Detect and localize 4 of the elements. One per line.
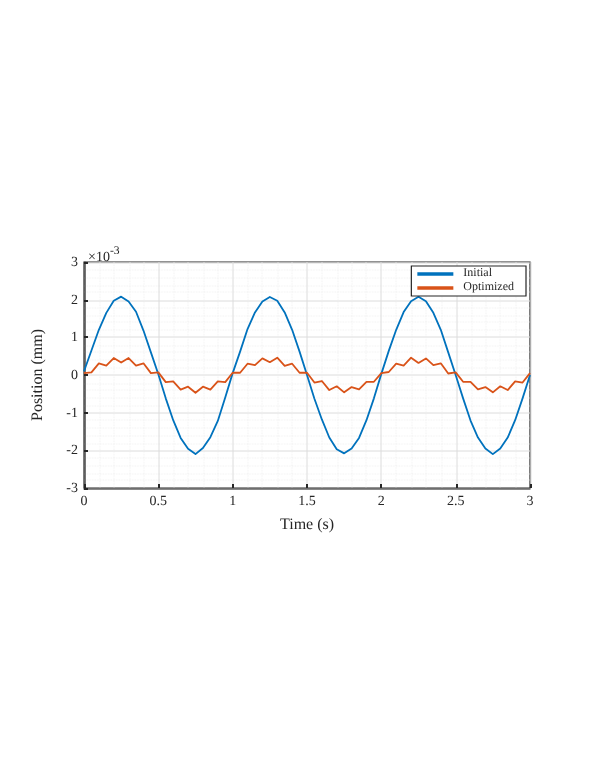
x-axis-title: Time (s) bbox=[279, 515, 335, 533]
line-series bbox=[83, 295, 531, 455]
y-axis-title: Position (mm) bbox=[27, 328, 46, 422]
line-series bbox=[83, 356, 531, 394]
